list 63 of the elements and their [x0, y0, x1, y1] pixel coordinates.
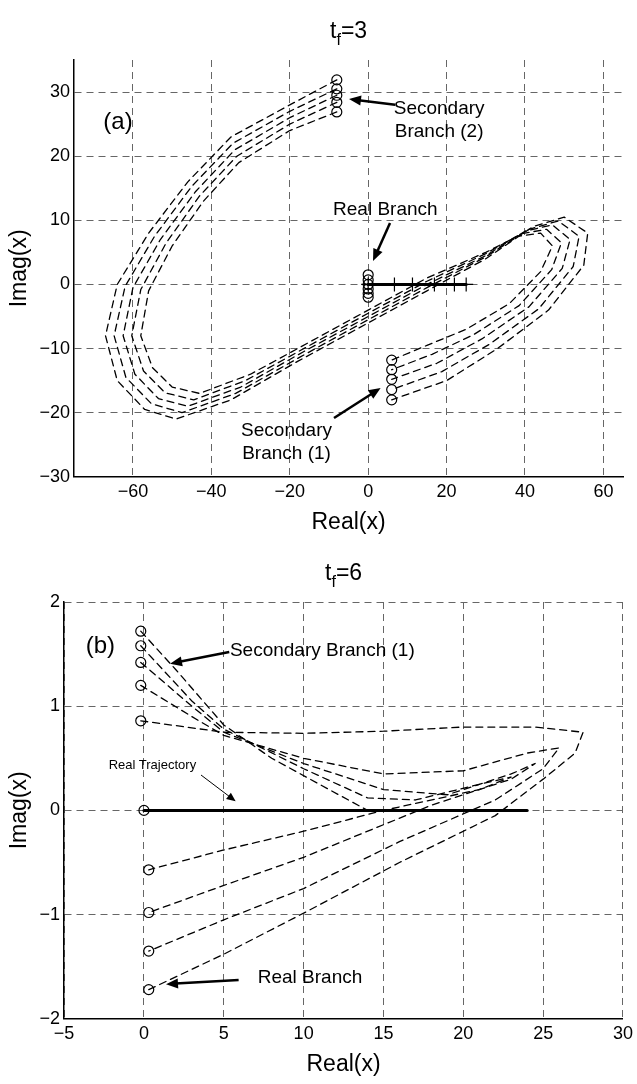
annotation: (a) — [103, 107, 133, 135]
x-tick-label: 20 — [436, 480, 457, 501]
point — [135, 679, 147, 691]
point — [362, 287, 374, 300]
x-tick-label: 0 — [363, 480, 374, 501]
y-tick-label: 2 — [50, 590, 61, 611]
point — [143, 906, 155, 919]
y-tick-label: −20 — [39, 401, 71, 422]
y-tick-label: 20 — [50, 145, 71, 166]
x-axis-title: Real(x) — [311, 507, 386, 534]
x-tick-label: 60 — [593, 480, 614, 501]
annotation: Real Branch — [257, 966, 363, 988]
point — [143, 945, 155, 957]
y-tick-label: −1 — [39, 903, 61, 924]
point — [386, 383, 398, 396]
point — [386, 394, 398, 406]
point — [331, 89, 343, 101]
point — [386, 364, 398, 376]
x-tick-label: −40 — [196, 480, 227, 501]
annotation: Secondary Branch (1) — [229, 638, 415, 660]
point — [386, 373, 398, 385]
x-tick-label: 25 — [533, 1022, 554, 1043]
point — [143, 984, 155, 996]
point — [135, 625, 147, 637]
x-tick-label: 30 — [612, 1022, 633, 1043]
point — [362, 291, 374, 303]
point — [135, 715, 147, 727]
y-axis-title: Imag(x) — [5, 229, 32, 308]
annotation: Secondary Branch (2) — [393, 96, 486, 141]
x-tick-label: 40 — [514, 480, 535, 501]
y-tick-label: 30 — [50, 81, 71, 102]
point — [362, 283, 374, 295]
point — [135, 656, 147, 669]
y-tick-label: 0 — [50, 799, 61, 820]
x-tick-label: 0 — [138, 1022, 149, 1043]
annotation: Real Trajectory — [108, 756, 197, 772]
x-tick-label: 10 — [293, 1022, 314, 1043]
y-axis-title: Imag(x) — [5, 771, 32, 850]
x-tick-label: 20 — [453, 1022, 474, 1043]
point — [143, 864, 155, 876]
x-tick-label: 5 — [218, 1022, 229, 1043]
y-tick-label: −30 — [39, 465, 71, 486]
point — [138, 804, 150, 816]
y-tick-label: 10 — [50, 209, 71, 230]
point — [362, 274, 374, 286]
point — [331, 106, 343, 118]
y-tick-label: 0 — [60, 273, 71, 294]
point — [331, 83, 343, 95]
annotation: Secondary Branch (1) — [241, 419, 333, 464]
point — [331, 74, 343, 86]
x-tick-label: −60 — [117, 480, 149, 501]
x-tick-label: 15 — [373, 1022, 394, 1043]
x-axis-title: Real(x) — [306, 1049, 381, 1076]
point — [362, 269, 374, 281]
y-tick-label: −10 — [39, 337, 71, 358]
y-tick-label: −2 — [39, 1007, 61, 1028]
annotation: (b) — [85, 631, 116, 659]
x-tick-label: −20 — [274, 480, 306, 501]
point — [331, 96, 343, 108]
annotation: Real Branch — [333, 198, 438, 220]
point — [386, 354, 398, 366]
point — [135, 640, 147, 652]
y-tick-label: 1 — [50, 695, 61, 716]
